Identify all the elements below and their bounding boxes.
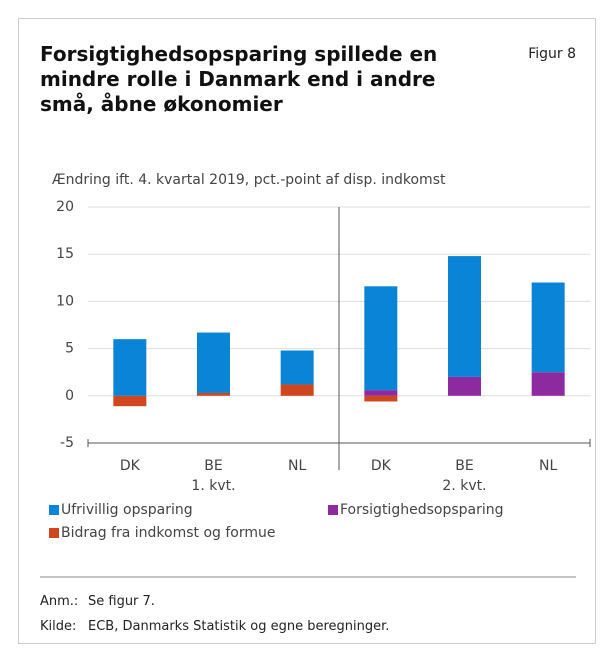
legend-label: Bidrag fra indkomst og formue [61, 525, 276, 541]
legend-label: Ufrivillig opsparing [61, 502, 193, 518]
x-tick-label: NL [539, 458, 557, 474]
frame [18, 18, 596, 644]
legend-swatch [49, 505, 59, 515]
y-tick-label: 0 [65, 388, 74, 404]
bar-segment [448, 376, 481, 396]
legend-swatch [328, 505, 338, 515]
bar-segment [531, 282, 565, 373]
bar-segment [448, 256, 481, 377]
chart-title: Forsigtighedsopsparing spillede en mindr… [40, 42, 438, 116]
y-tick-label: 15 [56, 246, 74, 262]
x-tick-label: DK [120, 458, 141, 474]
x-tick-label: DK [371, 458, 392, 474]
x-tick-label: BE [204, 458, 222, 474]
subtitle: Ændring ift. 4. kvartal 2019, pct.-point… [52, 172, 446, 188]
y-tick-label: -5 [60, 435, 74, 451]
bar-segment [280, 350, 314, 385]
bar-segment [113, 395, 147, 407]
y-tick-label: 10 [56, 293, 74, 309]
note-label: Anm.: [40, 594, 79, 609]
x-tick-label: NL [288, 458, 306, 474]
bar-segment [197, 392, 230, 396]
group-label: 1. kvt. [191, 478, 235, 494]
bar-segment [197, 332, 230, 393]
bar-segment [531, 372, 565, 396]
bar-segment [113, 339, 147, 396]
bar-segment [364, 395, 398, 402]
y-tick-label: 20 [56, 199, 74, 215]
note-text: Se figur 7. [88, 594, 155, 609]
figure-label: Figur 8 [528, 46, 576, 62]
note: Kilde: ECB, Danmarks Statistik og egne be… [40, 619, 389, 634]
bar-segment [364, 286, 398, 391]
legend-swatch [49, 528, 59, 538]
note-label: Kilde: [40, 619, 77, 634]
group-label: 2. kvt. [442, 478, 486, 494]
bar-segment [280, 384, 314, 396]
note: Anm.: Se figur 7. [40, 594, 155, 609]
x-tick-label: BE [455, 458, 473, 474]
note-text: ECB, Danmarks Statistik og egne beregnin… [88, 619, 390, 634]
legend-label: Forsigtighedsopsparing [340, 502, 504, 518]
y-tick-label: 5 [65, 341, 74, 357]
bar-segment [364, 390, 398, 396]
